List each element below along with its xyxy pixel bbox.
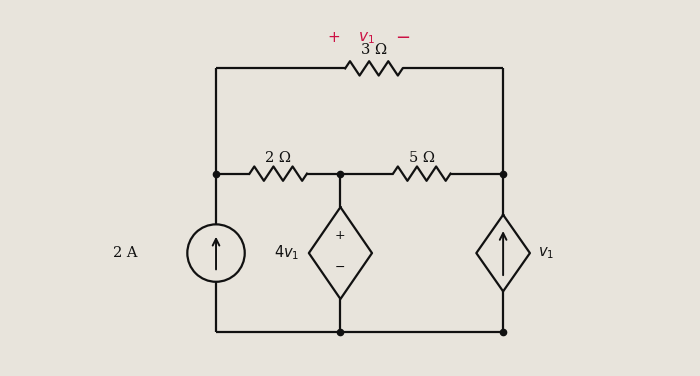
Text: 5 Ω: 5 Ω: [409, 151, 435, 165]
Text: 2 A: 2 A: [113, 246, 138, 260]
Text: 2 Ω: 2 Ω: [265, 151, 291, 165]
Text: $4v_1$: $4v_1$: [274, 244, 300, 262]
Text: +: +: [335, 229, 346, 243]
Text: 3 Ω: 3 Ω: [361, 43, 387, 57]
Text: $v_1$: $v_1$: [538, 245, 554, 261]
Text: −: −: [395, 29, 410, 47]
Text: $v_1$: $v_1$: [358, 30, 374, 45]
Text: +: +: [328, 30, 340, 45]
Text: −: −: [335, 261, 346, 274]
